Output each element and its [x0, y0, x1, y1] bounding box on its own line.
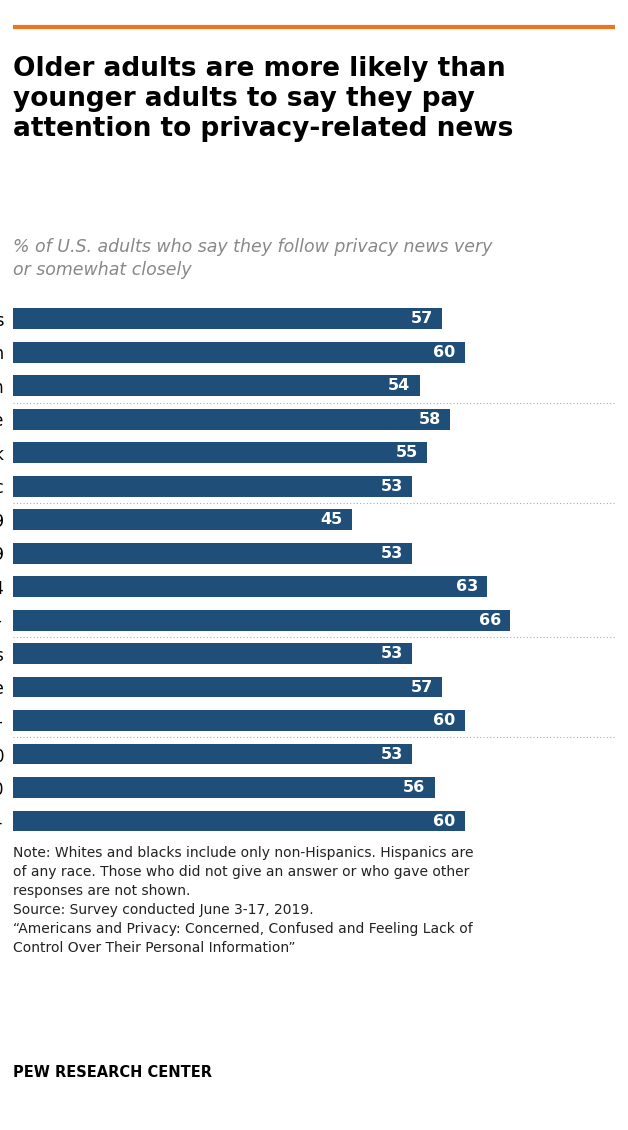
- Bar: [13, 677, 442, 697]
- Bar: [13, 744, 412, 765]
- Text: 60: 60: [433, 713, 456, 728]
- Bar: [13, 643, 412, 664]
- Bar: [13, 409, 450, 429]
- Bar: [13, 576, 487, 597]
- Text: PEW RESEARCH CENTER: PEW RESEARCH CENTER: [13, 1064, 212, 1080]
- Text: 66: 66: [479, 612, 501, 627]
- Bar: [13, 476, 412, 496]
- Text: Older adults are more likely than
younger adults to say they pay
attention to pr: Older adults are more likely than younge…: [13, 55, 513, 141]
- Text: % of U.S. adults who say they follow privacy news very
or somewhat closely: % of U.S. adults who say they follow pri…: [13, 238, 492, 279]
- Text: 53: 53: [381, 646, 403, 661]
- Text: 57: 57: [411, 679, 433, 695]
- Text: 54: 54: [388, 379, 411, 393]
- Text: 60: 60: [433, 345, 456, 359]
- Text: 45: 45: [320, 512, 343, 528]
- Text: 57: 57: [411, 312, 433, 327]
- Text: 60: 60: [433, 814, 456, 828]
- Text: Note: Whites and blacks include only non-Hispanics. Hispanics are
of any race. T: Note: Whites and blacks include only non…: [13, 846, 473, 955]
- Text: 53: 53: [381, 479, 403, 494]
- Bar: [13, 711, 465, 731]
- Text: 58: 58: [418, 411, 441, 427]
- Text: 55: 55: [396, 445, 418, 460]
- Text: 53: 53: [381, 546, 403, 560]
- Bar: [13, 308, 442, 329]
- Bar: [13, 342, 465, 363]
- Bar: [13, 542, 412, 564]
- Bar: [13, 777, 435, 798]
- Bar: [13, 510, 352, 530]
- Bar: [13, 442, 427, 463]
- Bar: [13, 610, 510, 631]
- Text: 53: 53: [381, 747, 403, 762]
- Bar: [13, 810, 465, 832]
- Text: 56: 56: [403, 780, 426, 796]
- Text: 63: 63: [456, 580, 479, 594]
- Bar: [13, 375, 420, 397]
